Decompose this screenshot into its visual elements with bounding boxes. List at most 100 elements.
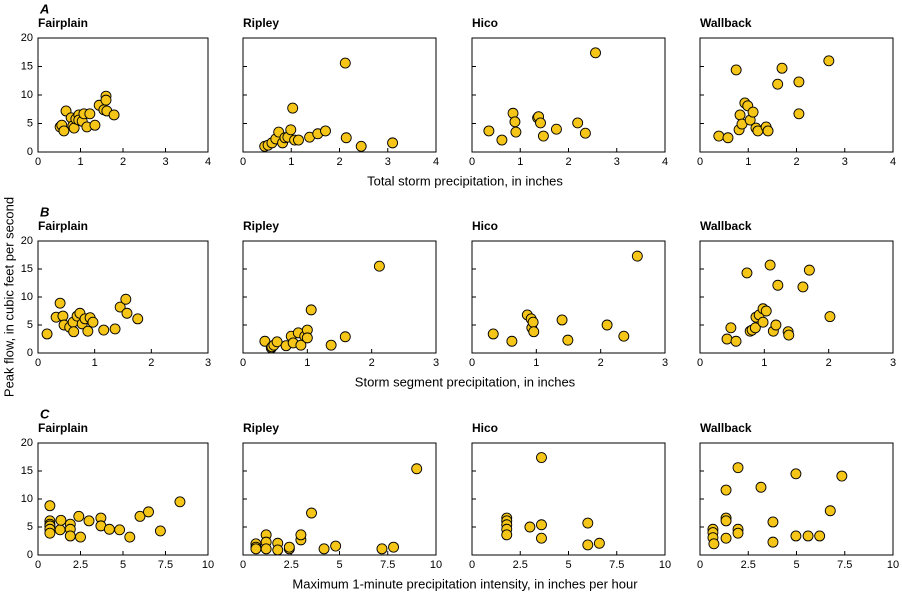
point (388, 541, 399, 553)
point (720, 532, 732, 544)
x-tick-label: 1 (533, 357, 539, 369)
x-tick-label: 4 (662, 156, 668, 168)
point (89, 119, 101, 131)
point (154, 525, 166, 537)
x-tick-label: 5 (120, 559, 126, 571)
point (109, 323, 121, 335)
point (722, 132, 734, 144)
x-tick-label: 2 (148, 357, 154, 369)
point (55, 514, 67, 526)
x-tick-label: 3 (614, 156, 620, 168)
point (793, 108, 805, 120)
point (767, 516, 779, 528)
point (501, 529, 513, 541)
point (339, 57, 351, 69)
point (764, 259, 776, 271)
point (87, 316, 99, 328)
x-tick-label: 1 (745, 156, 751, 168)
point (572, 117, 584, 129)
point (330, 540, 342, 552)
point (767, 536, 779, 548)
point (814, 530, 826, 542)
point (54, 524, 66, 536)
point (103, 523, 115, 535)
x-tick-label: 4 (205, 156, 211, 168)
point (741, 267, 753, 279)
x-tick-label: 3 (205, 357, 211, 369)
point (285, 124, 297, 136)
x-tick-label: 0 (35, 559, 41, 571)
point (793, 76, 805, 88)
plot-frame (242, 240, 437, 354)
point (44, 527, 56, 539)
x-tick-label: 0 (697, 156, 703, 168)
point (64, 530, 76, 542)
y-tick-label: 0 (27, 146, 33, 158)
y-tick-label: 20 (21, 32, 33, 44)
x-tick-label: 10 (430, 559, 442, 571)
point (411, 463, 423, 475)
y-tick-label: 20 (21, 235, 33, 247)
point (790, 468, 802, 480)
point (295, 339, 307, 351)
point (306, 507, 317, 519)
point (58, 125, 70, 137)
point (601, 319, 613, 331)
y-tick-label: 0 (27, 347, 33, 359)
panel-title: Ripley (243, 16, 279, 30)
point (524, 521, 536, 533)
point (556, 314, 568, 326)
y-tick-label: 5 (27, 319, 33, 331)
point (757, 316, 769, 328)
x-axis-label: Maximum 1-minute precipitation intensity… (292, 576, 638, 591)
panel-title: Hico (472, 16, 498, 30)
point (536, 519, 547, 531)
point (721, 333, 733, 345)
point (98, 324, 110, 336)
x-tick-label: 3 (433, 357, 439, 369)
point (720, 515, 732, 527)
point (108, 109, 120, 121)
point (749, 322, 761, 334)
x-tick-label: 3 (890, 357, 896, 369)
x-tick-label: 2.5 (284, 559, 299, 571)
point (730, 335, 742, 347)
x-tick-label: 2 (565, 156, 571, 168)
point (535, 117, 546, 129)
point (339, 331, 351, 343)
x-tick-label: 0 (240, 156, 246, 168)
x-tick-label: 2 (369, 357, 375, 369)
x-axis-label: Total storm precipitation, in inches (367, 173, 563, 188)
x-tick-label: 5 (336, 559, 342, 571)
point (631, 250, 643, 262)
x-tick-label: 3 (162, 156, 168, 168)
x-tick-label: 2 (826, 357, 832, 369)
y-tick-label: 15 (21, 263, 33, 275)
point (582, 539, 594, 551)
point (537, 130, 549, 142)
point (772, 279, 784, 291)
x-tick-label: 2 (336, 156, 342, 168)
point (100, 94, 112, 106)
point (590, 47, 601, 59)
x-tick-label: 2 (120, 156, 126, 168)
y-tick-label: 15 (21, 60, 33, 72)
x-tick-label: 0 (697, 559, 703, 571)
panel-letter: B (40, 204, 49, 219)
x-axis-label: Storm segment precipitation, in inches (355, 374, 576, 389)
panel-title: Wallback (700, 421, 752, 435)
point (720, 484, 732, 496)
point (510, 126, 522, 138)
x-tick-label: 10 (202, 559, 214, 571)
x-tick-label: 0 (35, 156, 41, 168)
plot-frame (471, 442, 666, 556)
point (760, 305, 772, 317)
y-tick-label: 0 (27, 549, 33, 561)
x-tick-label: 1 (761, 357, 767, 369)
x-tick-label: 0 (697, 357, 703, 369)
panel-title: Ripley (243, 421, 279, 435)
point (143, 506, 154, 518)
x-tick-label: 5 (565, 559, 571, 571)
panel-title: Fairplain (38, 219, 88, 233)
